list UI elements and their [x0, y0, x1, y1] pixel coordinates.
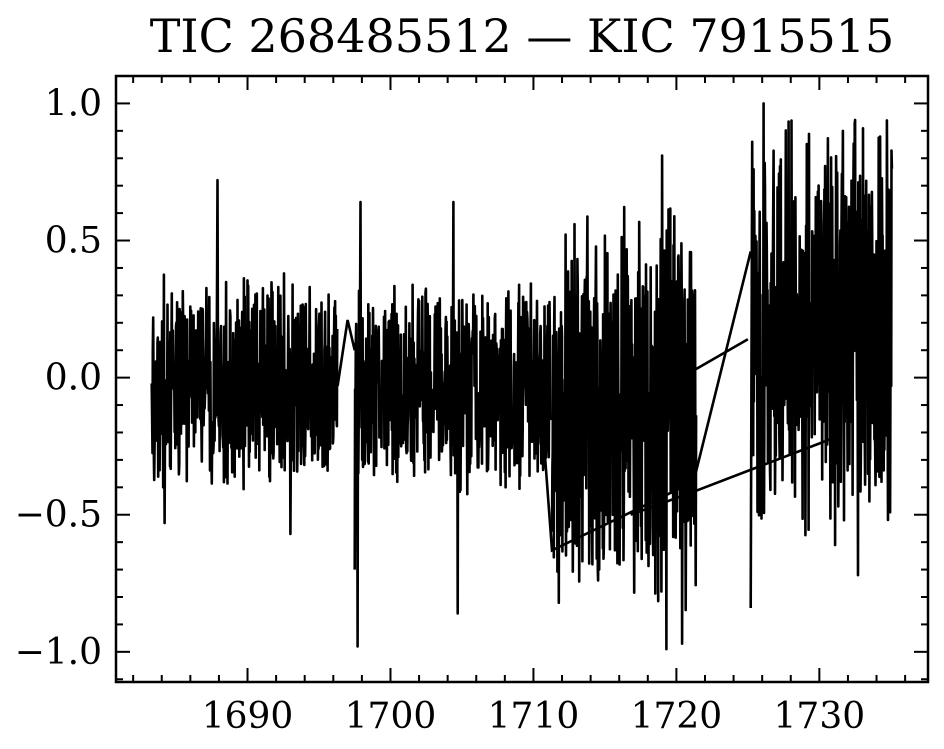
x-axis-tick-labels: 1690 1700 1710 1720 1730 — [202, 696, 865, 737]
y-tick-label: 0.5 — [45, 221, 102, 262]
y-axis-tick-labels: 1.0 0.5 0.0 −0.5 −1.0 — [15, 83, 102, 672]
y-tick-label: 0.0 — [45, 358, 102, 399]
y-tick-label: −0.5 — [15, 495, 102, 536]
axis-ticks — [116, 75, 928, 682]
y-tick-label: 1.0 — [45, 83, 102, 124]
x-tick-label: 1710 — [488, 696, 580, 737]
x-tick-label: 1700 — [345, 696, 437, 737]
plot-lines — [150, 102, 894, 651]
y-tick-label: −1.0 — [15, 632, 102, 673]
light-curve-segment-4 — [749, 102, 894, 609]
plot-frame — [114, 74, 930, 684]
gap-connector-1 — [336, 319, 356, 387]
light-curve-segment-3 — [550, 154, 698, 651]
chart-title: TIC 268485512 — KIC 7915515 — [150, 9, 895, 63]
light-curve-segment-1 — [150, 178, 339, 536]
x-tick-label: 1720 — [631, 696, 723, 737]
light-curve-segment-2 — [353, 200, 552, 648]
gap-connector-2 — [535, 251, 752, 553]
gap-connector-3 — [630, 436, 835, 516]
gap-connector-4 — [690, 338, 749, 374]
x-tick-label: 1730 — [774, 696, 866, 737]
x-tick-label: 1690 — [202, 696, 294, 737]
